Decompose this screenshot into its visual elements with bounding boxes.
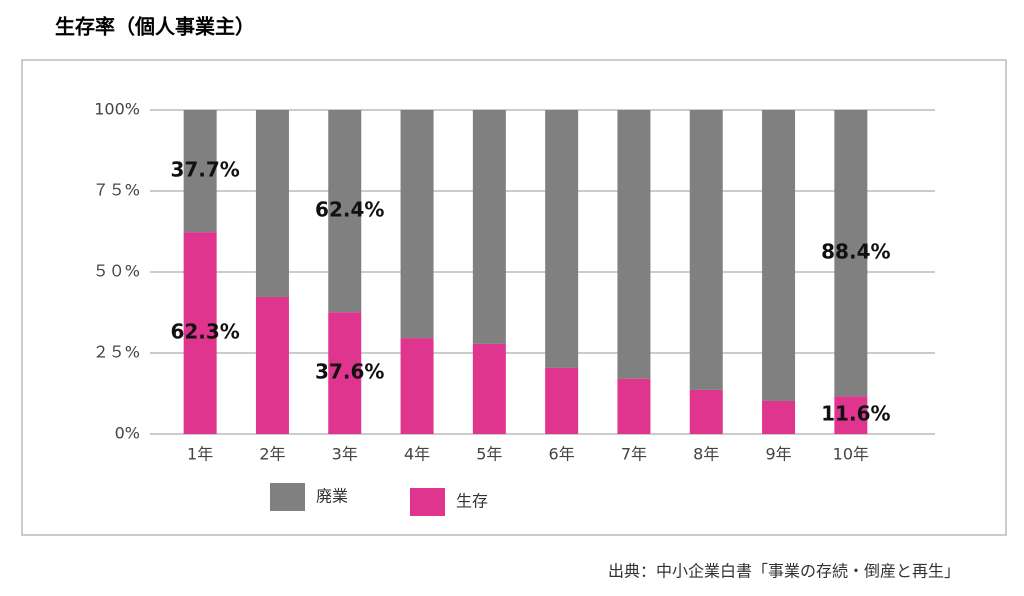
legend-swatch	[410, 488, 445, 516]
bar-segment	[545, 367, 579, 434]
x-tick-label: 9年	[765, 445, 791, 464]
bar-segment	[834, 110, 868, 397]
legend-swatch	[270, 483, 305, 511]
bar-segment	[400, 338, 434, 434]
y-tick-label: ７５%	[93, 181, 140, 200]
x-tick-label: 1年	[187, 445, 213, 464]
data-label: 11.6%	[821, 402, 890, 426]
bar-segment	[183, 232, 217, 434]
bar-segment	[400, 110, 434, 339]
bar-segment	[183, 110, 217, 233]
bar-segment	[472, 343, 506, 434]
bar-segment	[328, 312, 362, 434]
bar-segment	[834, 396, 868, 434]
bar-segment	[617, 378, 651, 434]
data-label: 37.7%	[170, 158, 239, 182]
bar-segment	[762, 110, 796, 401]
data-label: 37.6%	[315, 360, 384, 384]
bar-segment	[255, 296, 289, 434]
legend-label: 廃業	[316, 487, 348, 506]
x-tick-label: 4年	[404, 445, 430, 464]
bar-segment	[762, 400, 796, 434]
x-tick-label: 7年	[621, 445, 647, 464]
bar-segment	[545, 110, 579, 368]
x-tick-label: 8年	[693, 445, 719, 464]
x-tick-label: 6年	[549, 445, 575, 464]
x-tick-label: 10年	[833, 445, 869, 464]
x-tick-label: 3年	[332, 445, 358, 464]
bar-segment	[255, 110, 289, 297]
chart-frame	[21, 59, 1007, 536]
bar-segment	[617, 110, 651, 379]
chart-title: 生存率（個人事業主）	[55, 15, 255, 39]
data-label: 62.3%	[170, 320, 239, 344]
y-tick-label: ５０%	[93, 262, 140, 281]
bar-segment	[472, 110, 506, 344]
data-label: 62.4%	[315, 198, 384, 222]
y-tick-label: 0%	[115, 424, 140, 443]
bar-segment	[328, 110, 362, 313]
x-tick-label: 2年	[259, 445, 285, 464]
data-label: 88.4%	[821, 240, 890, 264]
legend-label: 生存	[456, 492, 488, 511]
y-tick-label: ２５%	[93, 343, 140, 362]
source-note: 出典：中小企業白書「事業の存続・倒産と再生」	[608, 562, 960, 581]
x-tick-label: 5年	[476, 445, 502, 464]
bar-segment	[689, 110, 723, 390]
y-tick-label: 100%	[94, 100, 140, 119]
bar-segment	[689, 389, 723, 434]
